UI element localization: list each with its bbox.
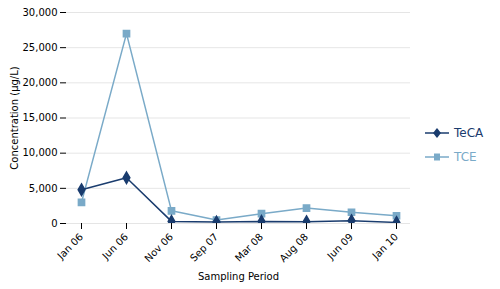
html-text:TCE: TCE	[454, 149, 477, 164]
svg-text:Mar 08: Mar 08	[233, 231, 265, 263]
svg-text:Jun 06: Jun 06	[99, 231, 130, 262]
svg-text:10,000: 10,000	[23, 147, 58, 158]
svg-text:Jan 10: Jan 10	[370, 231, 401, 262]
svg-text:Aug 08: Aug 08	[277, 231, 310, 264]
svg-text:20,000: 20,000	[23, 77, 58, 88]
svg-text:Jan 06: Jan 06	[55, 231, 86, 262]
svg-text:Jun 09: Jun 09	[324, 231, 355, 262]
svg-text:0: 0	[51, 218, 57, 229]
html-text:TeCA: TeCA	[454, 125, 484, 140]
svg-text:15,000: 15,000	[23, 112, 58, 123]
svg-text:Nov 06: Nov 06	[142, 231, 175, 264]
svg-text:Sep 07: Sep 07	[188, 231, 220, 263]
svg-text:Concentration (µg/L): Concentration (µg/L)	[9, 66, 20, 169]
svg-text:25,000: 25,000	[23, 42, 58, 53]
svg-text:30,000: 30,000	[23, 7, 58, 18]
svg-text:5,000: 5,000	[29, 183, 58, 194]
svg-text:Sampling Period: Sampling Period	[198, 271, 279, 282]
